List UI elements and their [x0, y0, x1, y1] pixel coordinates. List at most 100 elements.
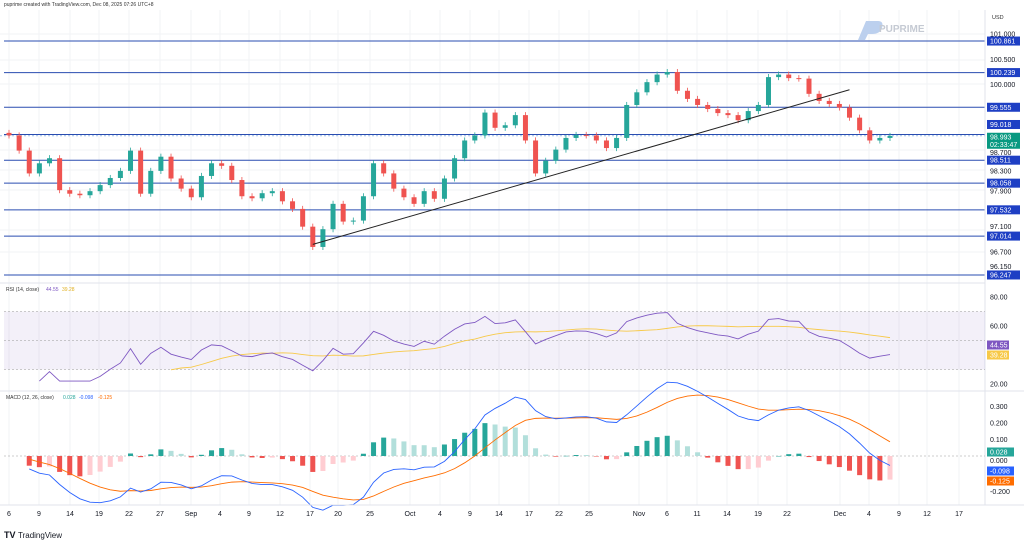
- macd-histogram-bar: [563, 455, 569, 457]
- candle-body: [57, 158, 63, 191]
- macd-histogram-bar: [583, 455, 589, 456]
- macd-histogram-bar: [259, 456, 265, 459]
- level-tag: [987, 178, 1020, 188]
- candle-body: [887, 135, 893, 138]
- macd-histogram-bar: [603, 456, 609, 460]
- candle-body: [350, 220, 356, 222]
- level-tag-label: 100.239: [990, 70, 1015, 77]
- price-tick-label: 97.900: [990, 189, 1012, 196]
- candle-body: [26, 150, 32, 174]
- macd-histogram-bar: [168, 450, 174, 456]
- macd-histogram-bar: [300, 456, 306, 466]
- time-tick-label: 22: [125, 511, 133, 518]
- candle-body: [735, 115, 741, 121]
- last-price-tag: [987, 132, 1020, 149]
- time-tick-label: 25: [585, 511, 593, 518]
- rsi-pane: 80.00 60.00 20.00 44.55 39.28: [4, 295, 1009, 389]
- rsi-value-tag: [987, 340, 1009, 350]
- trendline[interactable]: [312, 89, 850, 245]
- candle-body: [320, 229, 326, 247]
- rsi-tick-label: 80.00: [990, 295, 1008, 302]
- macd-tick-label: 0.100: [990, 437, 1008, 444]
- macd-tick-label: 0.200: [990, 421, 1008, 428]
- macd-tick-label: 0.300: [990, 404, 1008, 411]
- time-tick-label: 19: [95, 511, 103, 518]
- candle-body: [745, 111, 751, 121]
- rsi-ma-line: [170, 325, 891, 371]
- macd-histogram-bar: [634, 445, 640, 456]
- macd-histogram-bar: [148, 454, 154, 456]
- macd-histogram-bar: [745, 456, 751, 470]
- tradingview-logo-icon: TV: [4, 530, 16, 540]
- time-tick-label: 9: [247, 511, 251, 518]
- macd-histogram-bar: [776, 455, 782, 457]
- candle-body: [512, 115, 518, 126]
- time-tick-label: 22: [555, 511, 563, 518]
- macd-histogram-bar: [290, 456, 296, 462]
- candle-body: [603, 140, 609, 149]
- candle-body: [472, 135, 478, 141]
- candle-body: [573, 134, 579, 138]
- candle-body: [553, 149, 559, 161]
- macd-value-tag-label: -0.125: [990, 479, 1010, 486]
- candle-body: [543, 160, 549, 174]
- time-tick-label: 27: [156, 511, 164, 518]
- level-tag-label: 100.861: [990, 39, 1015, 46]
- macd-histogram-bar: [867, 456, 873, 480]
- macd-histogram-bar: [553, 456, 559, 457]
- macd-histogram-bar: [360, 453, 366, 456]
- macd-value-tag: [987, 476, 1014, 486]
- price-tick-label: 98.300: [990, 168, 1012, 175]
- candle-body: [867, 130, 873, 141]
- candle-body: [705, 104, 711, 110]
- time-axis[interactable]: 6 9 14 19 22 27 Sep 4 9 12 17 20 25 Oct 4 9 14 17 22 25 Nov 6…: [7, 511, 963, 518]
- macd-histogram-bar: [846, 456, 852, 471]
- macd-histogram-bar: [381, 437, 387, 456]
- tradingview-logo[interactable]: TV TradingView: [4, 530, 62, 540]
- candle-body: [796, 78, 802, 80]
- macd-histogram-bar: [249, 456, 255, 458]
- horizontal-levels[interactable]: 100.861100.23999.55599.01898.51198.05897…: [0, 36, 1020, 280]
- time-tick-label: 25: [366, 511, 374, 518]
- macd-histogram-bar: [502, 426, 508, 456]
- candle-body: [877, 137, 883, 141]
- candle-body: [583, 134, 589, 136]
- macd-histogram-bar: [77, 456, 83, 477]
- macd-histogram-bar: [725, 456, 731, 466]
- macd-histogram-bar: [522, 435, 528, 456]
- macd-histogram-bar: [644, 440, 650, 456]
- macd-histogram-bar: [765, 456, 771, 461]
- level-tag: [987, 36, 1020, 46]
- candle-body: [846, 107, 852, 118]
- candle-body: [452, 158, 458, 179]
- macd-histogram-bar: [806, 456, 812, 458]
- candle-body: [441, 178, 447, 199]
- candle-body: [502, 125, 508, 128]
- candle-body: [492, 112, 498, 128]
- macd-histogram-bar: [796, 453, 802, 456]
- macd-value-tag: [987, 466, 1014, 476]
- macd-histogram-bar: [826, 456, 832, 465]
- signal-line: [29, 394, 891, 501]
- candle-body: [128, 150, 134, 171]
- candle-body: [806, 78, 812, 94]
- level-tag-label: 96.247: [990, 272, 1012, 279]
- time-tick-label: 17: [955, 511, 963, 518]
- macd-histogram-bar: [320, 456, 326, 471]
- puprime-logo: PUPRIME: [858, 21, 925, 40]
- candle-body: [138, 150, 144, 194]
- macd-histogram-bar: [411, 445, 417, 456]
- macd-histogram-bar: [684, 446, 690, 456]
- macd-histogram-bar: [472, 428, 478, 456]
- candle-body: [107, 177, 113, 186]
- candle-body: [371, 163, 377, 197]
- price-axis[interactable]: 101.000100.500100.00098.70098.30097.9009…: [990, 32, 1015, 272]
- candle-body: [776, 74, 782, 78]
- macd-histogram-bar: [462, 432, 468, 456]
- candle-body: [219, 163, 225, 166]
- candle-body: [290, 201, 296, 209]
- footer-brand: TradingView: [18, 531, 62, 540]
- candle-body: [279, 191, 285, 202]
- candle-body: [148, 170, 154, 194]
